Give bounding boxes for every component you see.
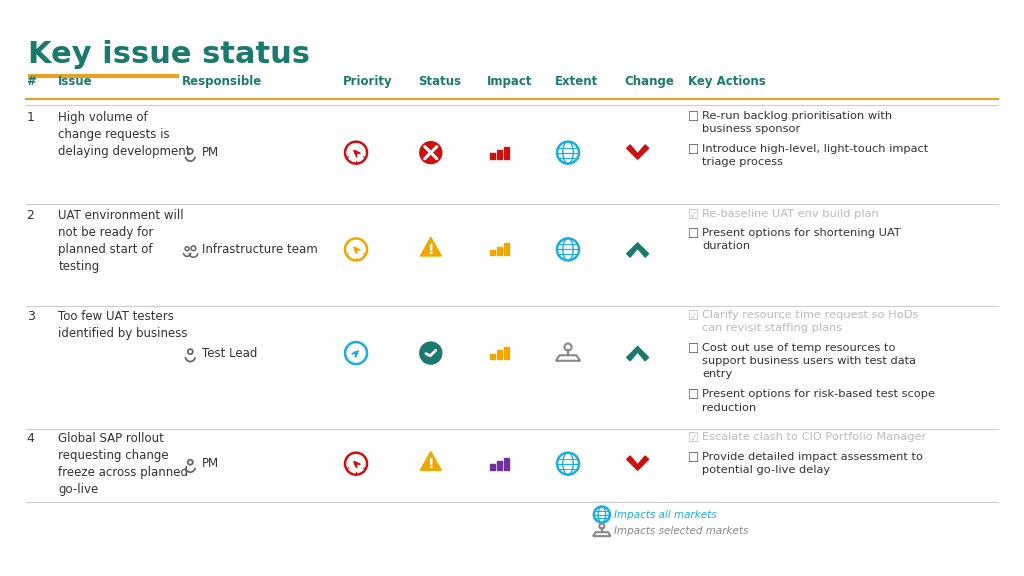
Text: Status: Status bbox=[418, 74, 461, 88]
Text: Global SAP rollout
requesting change
freeze across planned
go-live: Global SAP rollout requesting change fre… bbox=[58, 432, 188, 496]
Text: Introduce high-level, light-touch impact
triage process: Introduce high-level, light-touch impact… bbox=[702, 143, 929, 167]
Bar bbox=[490, 153, 495, 159]
Text: Provide detailed impact assessment to
potential go-live delay: Provide detailed impact assessment to po… bbox=[702, 452, 923, 475]
Bar bbox=[504, 243, 509, 256]
Text: ☑: ☑ bbox=[688, 432, 699, 445]
Circle shape bbox=[354, 352, 357, 354]
Text: High volume of
change requests is
delaying development: High volume of change requests is delayi… bbox=[58, 111, 190, 158]
Bar bbox=[490, 354, 495, 359]
Text: UAT environment will
not be ready for
planned start of
testing: UAT environment will not be ready for pl… bbox=[58, 209, 184, 272]
Polygon shape bbox=[627, 456, 648, 470]
Text: #: # bbox=[27, 74, 37, 88]
Polygon shape bbox=[627, 243, 648, 257]
Bar bbox=[504, 347, 509, 359]
Circle shape bbox=[354, 151, 357, 154]
Circle shape bbox=[420, 142, 441, 164]
Text: Re-run backlog prioritisation with
business sponsor: Re-run backlog prioritisation with busin… bbox=[702, 111, 892, 134]
Text: !: ! bbox=[428, 243, 434, 257]
Text: PM: PM bbox=[203, 457, 219, 470]
Text: ☐: ☐ bbox=[688, 452, 699, 464]
Text: Issue: Issue bbox=[58, 74, 93, 88]
Circle shape bbox=[354, 248, 357, 251]
Text: Too few UAT testers
identified by business: Too few UAT testers identified by busine… bbox=[58, 310, 187, 340]
Text: ☑: ☑ bbox=[688, 310, 699, 323]
Text: Cost out use of temp resources to
support business users with test data
entry: Cost out use of temp resources to suppor… bbox=[702, 343, 916, 379]
Text: Change: Change bbox=[625, 74, 675, 88]
Text: 4: 4 bbox=[27, 432, 35, 445]
Text: Key issue status: Key issue status bbox=[28, 40, 309, 69]
Text: Test Lead: Test Lead bbox=[203, 347, 258, 359]
Text: 3: 3 bbox=[27, 310, 35, 323]
Bar bbox=[497, 461, 502, 470]
Text: 1: 1 bbox=[27, 111, 35, 124]
Polygon shape bbox=[420, 452, 441, 470]
Text: 2: 2 bbox=[27, 209, 35, 222]
Text: Priority: Priority bbox=[343, 74, 392, 88]
Text: PM: PM bbox=[203, 146, 219, 159]
Text: Clarify resource time request so HoDs
can revisit staffing plans: Clarify resource time request so HoDs ca… bbox=[702, 310, 919, 333]
Text: ☑: ☑ bbox=[688, 209, 699, 222]
Polygon shape bbox=[627, 347, 648, 361]
Bar bbox=[497, 150, 502, 159]
Text: ☐: ☐ bbox=[688, 343, 699, 356]
Bar bbox=[497, 350, 502, 359]
Text: Impact: Impact bbox=[486, 74, 531, 88]
Text: Extent: Extent bbox=[555, 74, 598, 88]
Text: Infrastructure team: Infrastructure team bbox=[203, 243, 318, 256]
Text: Present options for shortening UAT
duration: Present options for shortening UAT durat… bbox=[702, 228, 901, 251]
Text: Responsible: Responsible bbox=[182, 74, 262, 88]
Text: Impacts all markets: Impacts all markets bbox=[613, 510, 717, 520]
Circle shape bbox=[354, 463, 357, 465]
Bar bbox=[490, 464, 495, 470]
Text: Impacts selected markets: Impacts selected markets bbox=[613, 525, 749, 536]
Polygon shape bbox=[420, 237, 441, 256]
Bar bbox=[504, 146, 509, 159]
Text: ☐: ☐ bbox=[688, 111, 699, 124]
Bar bbox=[504, 457, 509, 470]
Text: !: ! bbox=[428, 457, 434, 471]
Bar bbox=[490, 250, 495, 256]
Text: Escalate clash to CIO Portfolio Manager: Escalate clash to CIO Portfolio Manager bbox=[702, 432, 927, 442]
Polygon shape bbox=[627, 145, 648, 159]
Text: Key Actions: Key Actions bbox=[688, 74, 766, 88]
Text: ☐: ☐ bbox=[688, 143, 699, 157]
Text: ☐: ☐ bbox=[688, 389, 699, 403]
Text: Re-baseline UAT env build plan: Re-baseline UAT env build plan bbox=[702, 209, 879, 218]
Text: Present options for risk-based test scope
reduction: Present options for risk-based test scop… bbox=[702, 389, 935, 412]
Bar bbox=[497, 247, 502, 256]
Circle shape bbox=[420, 342, 441, 364]
Text: ☐: ☐ bbox=[688, 228, 699, 241]
